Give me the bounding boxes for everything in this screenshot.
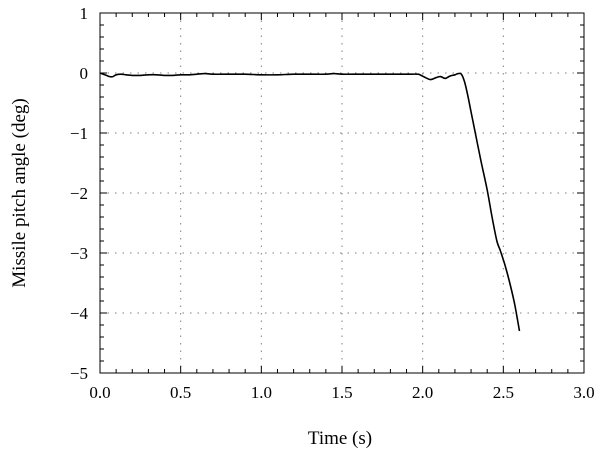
series-layer (99, 72, 521, 332)
x-tick-label: 0.5 (170, 383, 191, 402)
x-tick-label: 3.0 (573, 383, 594, 402)
x-axis-label: Time (s) (308, 428, 372, 449)
x-tick-label: 1.0 (251, 383, 272, 402)
y-tick-label: 1 (80, 4, 89, 23)
y-tick-label: −4 (70, 304, 89, 323)
series-line-pitch-angle (99, 72, 521, 332)
y-axis-tick-labels: 1 0 −1 −2 −3 −4 −5 (70, 4, 89, 383)
y-tick-label: −3 (70, 244, 88, 263)
y-tick-label: −1 (70, 124, 88, 143)
x-axis-tick-labels: 0.0 0.5 1.0 1.5 2.0 2.5 3.0 (89, 383, 594, 402)
grid-lines (100, 13, 584, 373)
x-tick-label: 0.0 (89, 383, 110, 402)
x-tick-label: 1.5 (331, 383, 352, 402)
x-tick-label: 2.5 (493, 383, 514, 402)
x-tick-label: 2.0 (412, 383, 433, 402)
axis-ticks (99, 12, 585, 374)
y-tick-label: −2 (70, 184, 88, 203)
y-tick-label: −5 (70, 364, 88, 383)
y-axis-label: Missile pitch angle (deg) (9, 98, 30, 287)
y-tick-label: 0 (80, 64, 89, 83)
